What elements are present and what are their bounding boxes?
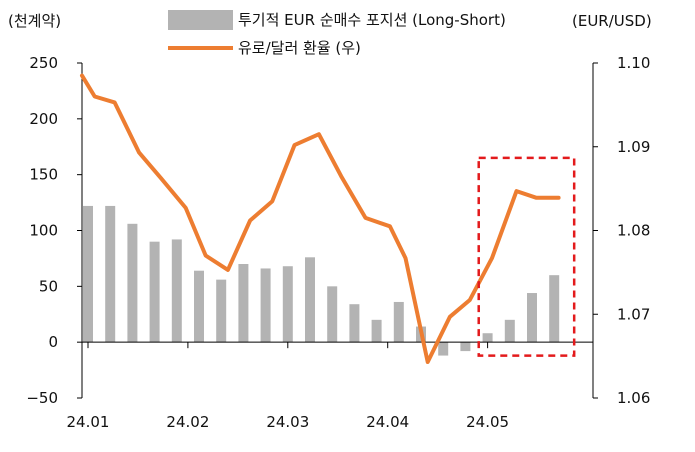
exchange-rate-line: [80, 73, 561, 364]
bar: [504, 319, 515, 343]
bar: [305, 257, 315, 343]
tick-labels: 250 200 150 100 50 0 −50 1.10 1.09 1.08 1.07 1.06 24…: [26, 54, 650, 431]
x-tick-label: 24.02: [166, 413, 209, 431]
bar: [482, 333, 493, 343]
right-tick-label: 1.10: [617, 54, 650, 72]
bar: [83, 205, 93, 343]
bar: [105, 205, 116, 343]
left-tick-label: −50: [26, 389, 58, 407]
bar: [349, 304, 360, 343]
legend-bar-label: 투기적 EUR 순매수 포지션 (Long-Short): [238, 11, 506, 29]
bar: [238, 264, 249, 343]
right-tick-label: 1.08: [617, 222, 650, 240]
legend-line-label: 유로/달러 환율 (우): [238, 39, 361, 57]
x-tick-label: 24.05: [466, 413, 509, 431]
left-tick-label: 0: [48, 333, 58, 351]
right-tick-label: 1.06: [617, 389, 650, 407]
x-tick-label: 24.03: [266, 413, 309, 431]
left-axis-unit: (천계약): [8, 12, 61, 30]
highlight-box: [477, 156, 576, 357]
bar: [127, 223, 138, 343]
left-tick-label: 150: [29, 166, 58, 184]
left-tick-label: 200: [29, 110, 58, 128]
bar: [194, 270, 204, 343]
right-tick-label: 1.07: [617, 305, 650, 323]
legend: 투기적 EUR 순매수 포지션 (Long-Short) 유로/달러 환율 (우…: [168, 10, 506, 57]
bar: [282, 266, 293, 343]
line-series: [80, 73, 561, 364]
bar: [260, 268, 271, 343]
right-tick-label: 1.09: [617, 138, 650, 156]
bar: [216, 279, 227, 343]
right-axis-unit: (EUR/USD): [572, 12, 652, 30]
left-tick-label: 250: [29, 54, 58, 72]
bar: [527, 293, 537, 343]
left-tick-label: 50: [39, 277, 58, 295]
bar: [149, 241, 160, 343]
bar: [393, 301, 404, 343]
bar: [549, 275, 560, 343]
left-tick-label: 100: [29, 222, 58, 240]
bar: [327, 286, 338, 343]
legend-bar-swatch: [168, 10, 233, 30]
annotation-layer: [477, 156, 576, 357]
bar: [438, 342, 449, 356]
bar-series: [83, 205, 560, 356]
axes: [77, 62, 598, 399]
x-tick-label: 24.04: [366, 413, 409, 431]
bar: [171, 239, 182, 343]
bar: [460, 342, 471, 352]
bar: [371, 319, 382, 343]
x-tick-label: 24.01: [67, 413, 110, 431]
